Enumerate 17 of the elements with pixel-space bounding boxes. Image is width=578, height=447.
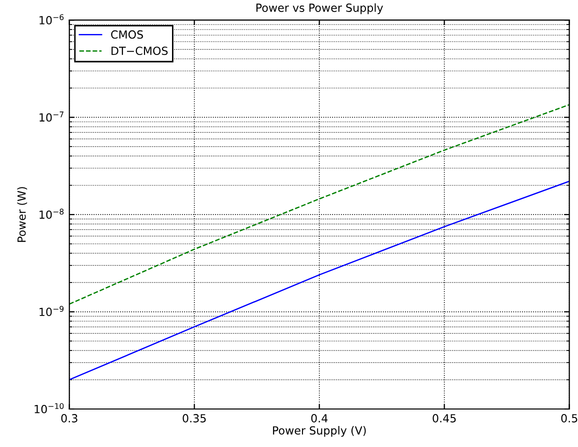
line-series — [69, 180, 570, 380]
x-tick-label: 0.4 — [311, 414, 328, 422]
line-series — [69, 104, 570, 305]
y-tick-label: 10$^{−6}$ — [40, 14, 64, 24]
chart-title: Power vs Power Supply — [256, 3, 384, 14]
x-tick-label: 0.45 — [432, 414, 456, 422]
x-axis-title: Power Supply (V) — [273, 426, 366, 437]
y-axis-title: Power (W) — [17, 187, 28, 242]
y-tick-label: 10$^{−10}$ — [34, 403, 64, 414]
x-tick-label: 0.3 — [61, 414, 78, 422]
x-tick-label: 0.35 — [182, 414, 206, 422]
y-tick-label: 10$^{−7}$ — [40, 112, 64, 122]
y-tick-label: 10$^{−8}$ — [40, 208, 64, 219]
y-tick-label: 10$^{−9}$ — [40, 306, 64, 316]
legend-label: CMOS — [111, 30, 143, 39]
x-tick-label: 0.5 — [561, 414, 578, 422]
legend-label: DT−CMOS — [112, 46, 168, 56]
